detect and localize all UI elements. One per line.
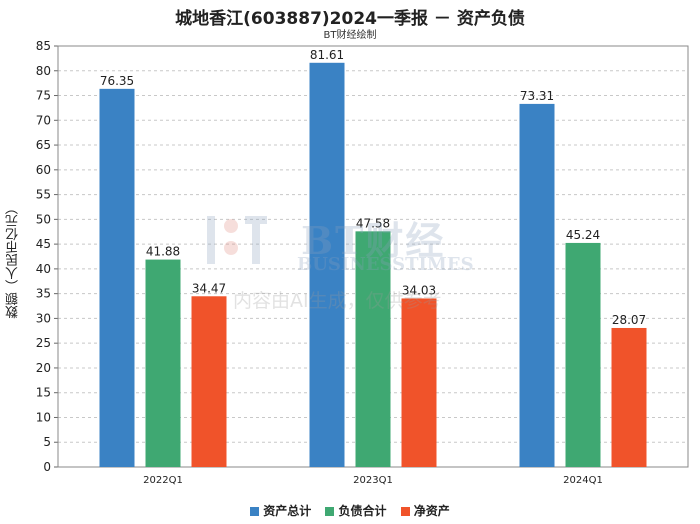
data-labels: 76.35 41.88 34.47 81.61 47.58 34.03 73.31 45.24…: [100, 48, 646, 327]
y-tick-label: 65: [36, 138, 51, 152]
y-tick-label: 35: [36, 287, 51, 301]
data-label: 81.61: [310, 48, 344, 62]
legend: 资产总计 负债合计 净资产: [0, 502, 700, 519]
y-axis-label: 数额（人民币亿元）: [6, 201, 21, 319]
legend-item-total-assets[interactable]: 资产总计: [250, 502, 311, 519]
y-tick-label: 80: [36, 64, 51, 78]
bar-2022Q1-2: [191, 296, 227, 467]
legend-item-total-liabilities[interactable]: 负债合计: [325, 502, 387, 519]
y-tick-label: 50: [36, 212, 51, 226]
data-label: 34.03: [402, 283, 436, 297]
bar-2023Q1-1: [355, 231, 391, 467]
bar-2024Q1-1: [565, 242, 601, 467]
y-tick-label: 70: [36, 113, 51, 127]
y-tick-label: 55: [36, 188, 51, 202]
y-tick-label: 25: [36, 336, 51, 350]
legend-item-net-assets[interactable]: 净资产: [400, 502, 450, 519]
bar-2023Q1-0: [309, 62, 345, 468]
y-tick-label: 75: [36, 89, 51, 103]
data-label: 28.07: [612, 313, 646, 327]
legend-swatch: [325, 507, 335, 516]
legend-label: 资产总计: [263, 504, 312, 518]
y-tick-label: 20: [36, 361, 51, 375]
y-tick-label: 60: [36, 163, 51, 177]
bar-2022Q1-1: [145, 259, 181, 467]
y-tick-label: 5: [43, 435, 51, 449]
axes: 0 5 10 15 20 25 30 35 40 45 50 55 60 65 70 75 80 85 2022Q1…: [36, 39, 689, 486]
bar-2022Q1-0: [99, 88, 135, 467]
data-label: 45.24: [566, 228, 600, 242]
legend-swatch: [400, 507, 410, 516]
data-label: 41.88: [146, 245, 180, 259]
legend-label: 负债合计: [338, 504, 387, 518]
y-tick-label: 45: [36, 237, 51, 251]
y-tick-label: 0: [43, 460, 51, 474]
y-tick-label: 85: [36, 39, 51, 53]
bars: [99, 62, 647, 468]
data-label: 73.31: [520, 89, 554, 103]
x-tick-label: 2023Q1: [353, 475, 393, 486]
x-tick-label: 2024Q1: [563, 475, 603, 486]
bar-2023Q1-2: [401, 298, 437, 467]
data-label: 34.47: [192, 281, 226, 295]
chart-title: 城地香江(603887)2024一季报 － 资产负债: [175, 9, 525, 29]
legend-label: 净资产: [413, 504, 450, 518]
y-tick-label: 40: [36, 262, 51, 276]
chart-subtitle: BT财经绘制: [323, 30, 377, 41]
x-tick-label: 2022Q1: [143, 475, 183, 486]
y-tick-label: 15: [36, 386, 51, 400]
y-tick-label: 10: [36, 410, 51, 424]
data-label: 47.58: [356, 216, 390, 230]
bar-2024Q1-2: [611, 327, 647, 467]
y-tick-label: 30: [36, 311, 51, 325]
legend-swatch: [250, 507, 260, 516]
data-label: 76.35: [100, 74, 134, 88]
bar-2024Q1-0: [519, 103, 555, 468]
